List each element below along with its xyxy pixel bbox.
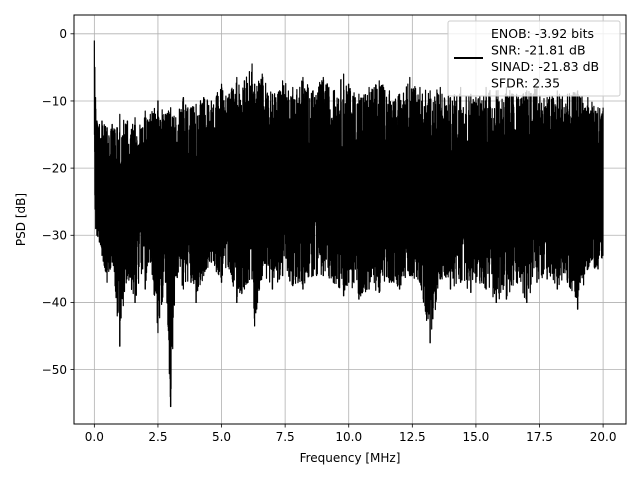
psd-series-line	[93, 40, 604, 408]
x-tick-label: 7.5	[276, 430, 295, 444]
legend-line-text: SNR: -21.81 dB	[491, 43, 586, 58]
legend-line-text: SFDR: 2.35	[491, 76, 560, 91]
axis-ticks: 0.0 2.5 5.0 7.5 10.0 12.5 15.0 17.5 20.0 0 −10 −20 −…	[42, 27, 617, 444]
y-tick-label: −50	[42, 363, 67, 377]
y-tick-label: −10	[42, 94, 67, 108]
axes-frame	[73, 14, 627, 425]
x-tick-label: 12.5	[399, 430, 426, 444]
x-tick-label: 2.5	[148, 430, 167, 444]
legend-entry-label: ENOB: -3.92 bits SNR: -21.81 dB SINAD: -21…	[491, 26, 599, 91]
legend: ENOB: -3.92 bits SNR: -21.81 dB SINAD: -21…	[447, 20, 621, 97]
x-tick-label: 20.0	[590, 430, 617, 444]
legend-line-text: ENOB: -3.92 bits	[491, 26, 594, 41]
x-tick-label: 10.0	[335, 430, 362, 444]
x-tick-label: 17.5	[526, 430, 553, 444]
legend-box	[447, 20, 621, 97]
x-axis-label: Frequency [MHz]	[300, 451, 401, 465]
x-tick-label: 0.0	[85, 430, 104, 444]
y-tick-label: 0	[59, 27, 67, 41]
y-tick-label: −40	[42, 296, 67, 310]
x-tick-label: 15.0	[463, 430, 490, 444]
legend-line-text: SINAD: -21.83 dB	[491, 59, 599, 74]
x-tick-label: 5.0	[212, 430, 231, 444]
y-tick-label: −20	[42, 161, 67, 175]
y-axis-label: PSD [dB]	[14, 193, 28, 246]
y-tick-label: −30	[42, 229, 67, 243]
psd-trace	[93, 40, 604, 408]
